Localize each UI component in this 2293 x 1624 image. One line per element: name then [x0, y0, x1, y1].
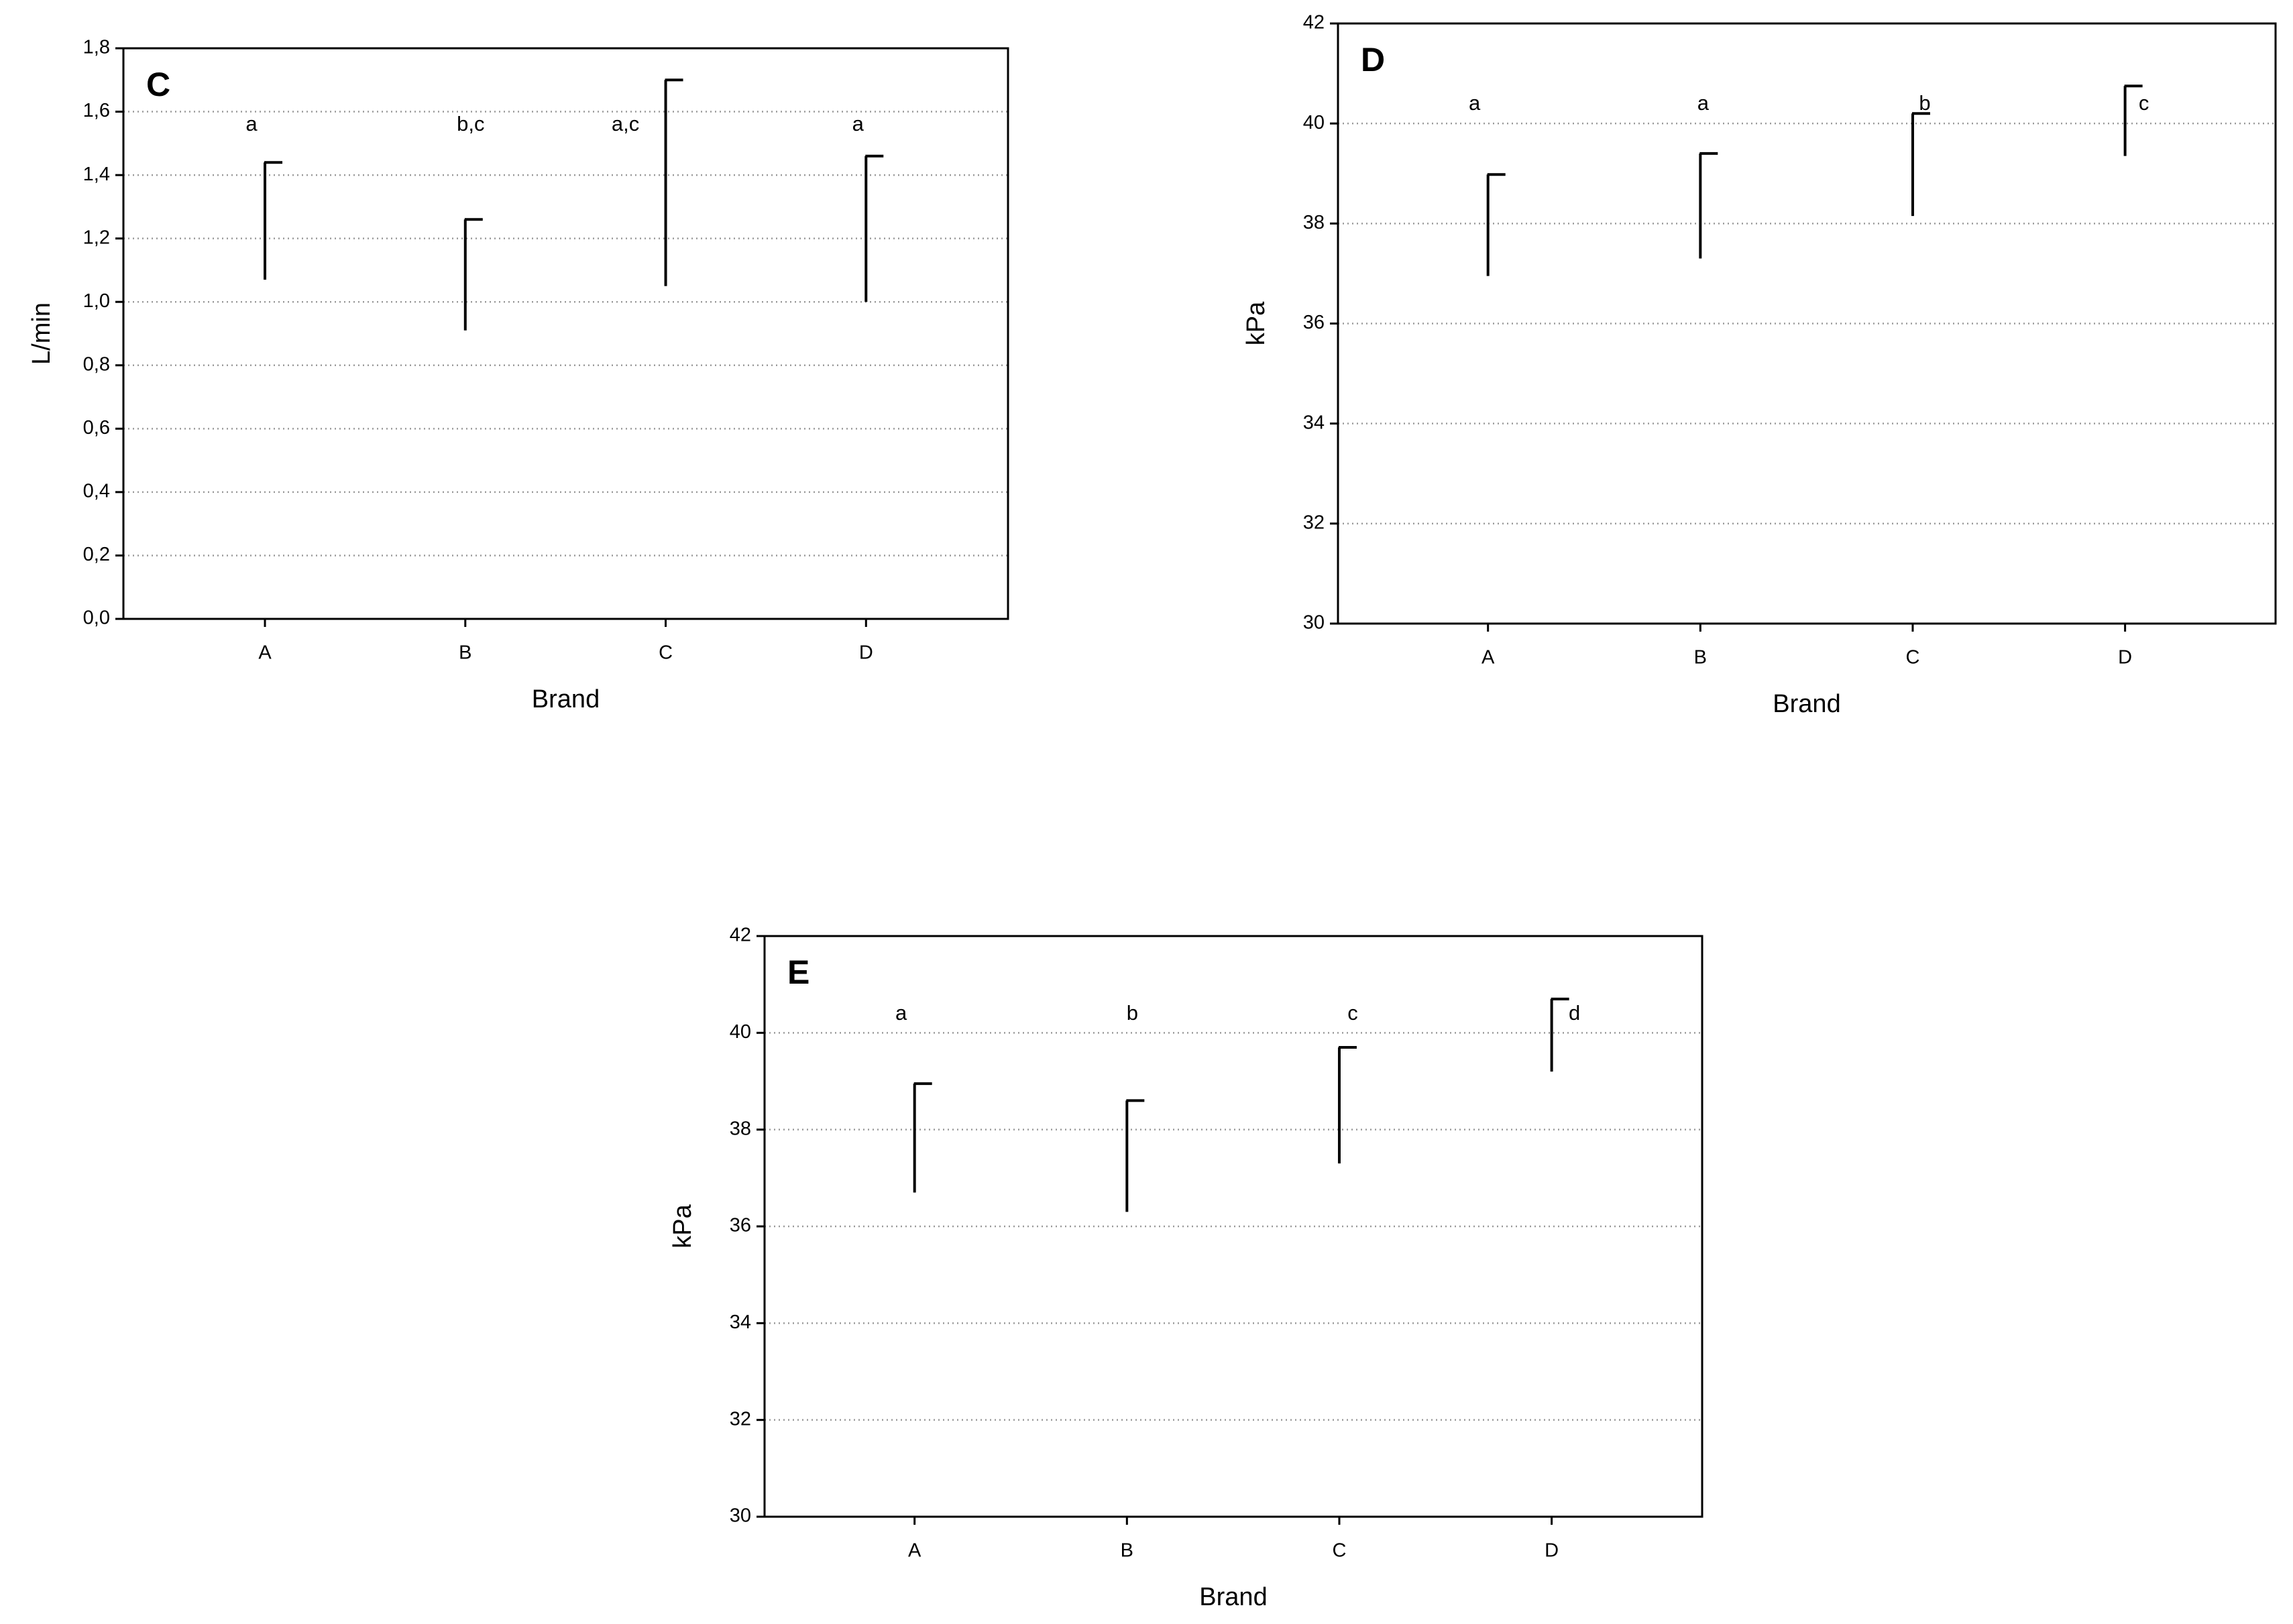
annotation: b — [1919, 91, 1930, 115]
annotation: a — [1697, 91, 1710, 115]
error-bar — [1699, 152, 1718, 259]
y-tick-label: 0,0 — [83, 607, 110, 629]
plot-frame — [763, 935, 1703, 1518]
panel-title: E — [787, 953, 809, 991]
annotation: a — [245, 112, 258, 135]
x-tick-label: A — [258, 642, 272, 664]
plot-frame — [1337, 22, 2277, 625]
y-tick-label: 1,4 — [83, 164, 110, 185]
x-tick-label: D — [1545, 1540, 1559, 1562]
annotation: d — [1569, 1001, 1580, 1025]
y-tick-label: 30 — [730, 1505, 751, 1527]
annotation: b,c — [457, 112, 484, 135]
x-tick-label: B — [459, 642, 471, 664]
error-bar — [1550, 997, 1569, 1072]
y-tick-label: 36 — [730, 1215, 751, 1236]
annotation: a,c — [612, 112, 639, 135]
y-tick-label: 34 — [730, 1312, 751, 1333]
y-tick-label: 32 — [730, 1408, 751, 1430]
annotation: a — [1469, 91, 1481, 115]
y-tick-label: 42 — [1303, 12, 1325, 34]
y-tick-label: 30 — [1303, 612, 1325, 634]
y-tick-label: 40 — [1303, 112, 1325, 133]
y-tick-label: 0,4 — [83, 481, 110, 502]
annotation: a — [852, 112, 864, 135]
plot-frame — [122, 47, 1009, 620]
x-tick-label: C — [1332, 1540, 1346, 1562]
panel-title: C — [146, 66, 170, 103]
annotation: c — [2139, 91, 2149, 115]
y-tick-label: 36 — [1303, 312, 1325, 333]
annotation: a — [895, 1001, 907, 1025]
error-bar — [264, 161, 283, 280]
y-tick-label: 0,8 — [83, 353, 110, 375]
error-bar — [463, 218, 483, 331]
annotation: b — [1127, 1001, 1138, 1025]
error-bar — [1125, 1099, 1145, 1212]
y-tick-label: 42 — [730, 925, 751, 946]
y-axis-label: kPa — [1242, 301, 1270, 345]
y-tick-label: 1,2 — [83, 227, 110, 248]
y-tick-label: 0,2 — [83, 544, 110, 565]
y-axis-label: L/min — [27, 302, 56, 365]
panel-title: D — [1361, 41, 1385, 78]
y-tick-label: 32 — [1303, 512, 1325, 533]
x-axis-label: Brand — [1773, 690, 1840, 718]
error-bar — [1911, 112, 1930, 217]
y-tick-label: 38 — [730, 1118, 751, 1139]
y-axis-label: kPa — [669, 1204, 697, 1248]
x-tick-label: B — [1121, 1540, 1133, 1562]
x-tick-label: C — [659, 642, 673, 664]
error-bar — [664, 78, 683, 286]
error-bar — [2123, 84, 2143, 156]
error-bar — [913, 1082, 932, 1193]
x-tick-label: A — [1481, 647, 1495, 669]
annotation: c — [1347, 1001, 1358, 1025]
x-axis-label: Brand — [532, 685, 600, 713]
y-tick-label: 1,0 — [83, 290, 110, 312]
error-bar — [1337, 1045, 1357, 1164]
y-tick-label: 1,8 — [83, 37, 110, 58]
x-tick-label: D — [2118, 647, 2132, 669]
x-tick-label: B — [1694, 647, 1707, 669]
y-tick-label: 34 — [1303, 412, 1325, 433]
y-tick-label: 0,6 — [83, 417, 110, 439]
x-tick-label: D — [859, 642, 873, 664]
error-bar — [1486, 173, 1506, 276]
y-tick-label: 40 — [730, 1021, 751, 1043]
x-tick-label: C — [1905, 647, 1919, 669]
error-bar — [864, 154, 884, 302]
y-tick-label: 1,6 — [83, 100, 110, 121]
y-tick-label: 38 — [1303, 212, 1325, 233]
x-tick-label: A — [908, 1540, 921, 1562]
x-axis-label: Brand — [1199, 1583, 1267, 1611]
